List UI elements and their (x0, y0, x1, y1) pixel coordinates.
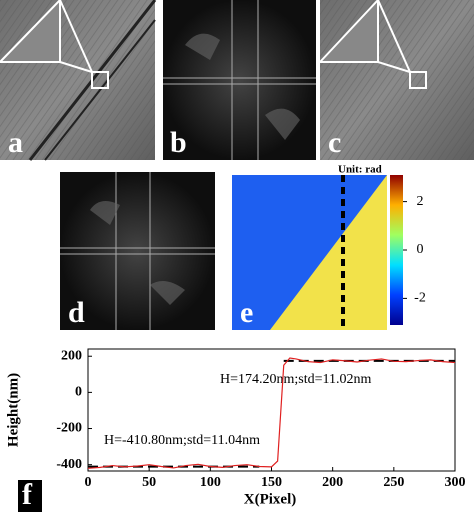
colorbar-tick-label: 0 (417, 242, 424, 257)
panel-a: a (0, 0, 157, 161)
panel-label: d (68, 296, 85, 329)
colorbar-label: Unit: rad (338, 164, 382, 176)
colorbar-tick-label: -2 (414, 291, 426, 306)
panel-d: d (60, 172, 215, 330)
colorbar-tick-label: 2 (417, 194, 424, 209)
panel-label: b (170, 126, 187, 159)
x-tick-label: 100 (200, 475, 221, 490)
x-tick-label: 150 (261, 475, 282, 490)
colorbar (390, 175, 403, 325)
panel-label: c (328, 126, 341, 159)
panel-label: f (22, 478, 33, 511)
panel-e: e Unit: rad (232, 164, 403, 330)
x-tick-label: 300 (445, 475, 466, 490)
line-chart: f X(Pixel) Height(nm) H=174.20nm;std=11.… (5, 348, 456, 512)
panel-b: b (163, 0, 316, 160)
panel-label: e (240, 296, 253, 329)
x-tick-label: 200 (322, 475, 343, 490)
y-tick-label: -400 (56, 457, 82, 472)
annotation: H=-410.80nm;std=11.04nm (104, 433, 260, 448)
x-tick-label: 250 (383, 475, 404, 490)
x-tick-label: 50 (142, 475, 156, 490)
annotation: H=174.20nm;std=11.02nm (220, 372, 371, 387)
data-line (87, 357, 456, 469)
panel-c: c (317, 0, 474, 160)
y-tick-label: 0 (75, 385, 82, 400)
panel-label: a (8, 126, 23, 159)
x-tick-label: 0 (85, 475, 92, 490)
y-tick-label: 200 (61, 348, 82, 363)
y-axis-label: Height(nm) (5, 373, 21, 447)
x-axis-label: X(Pixel) (244, 491, 296, 507)
y-tick-label: -200 (56, 421, 82, 436)
